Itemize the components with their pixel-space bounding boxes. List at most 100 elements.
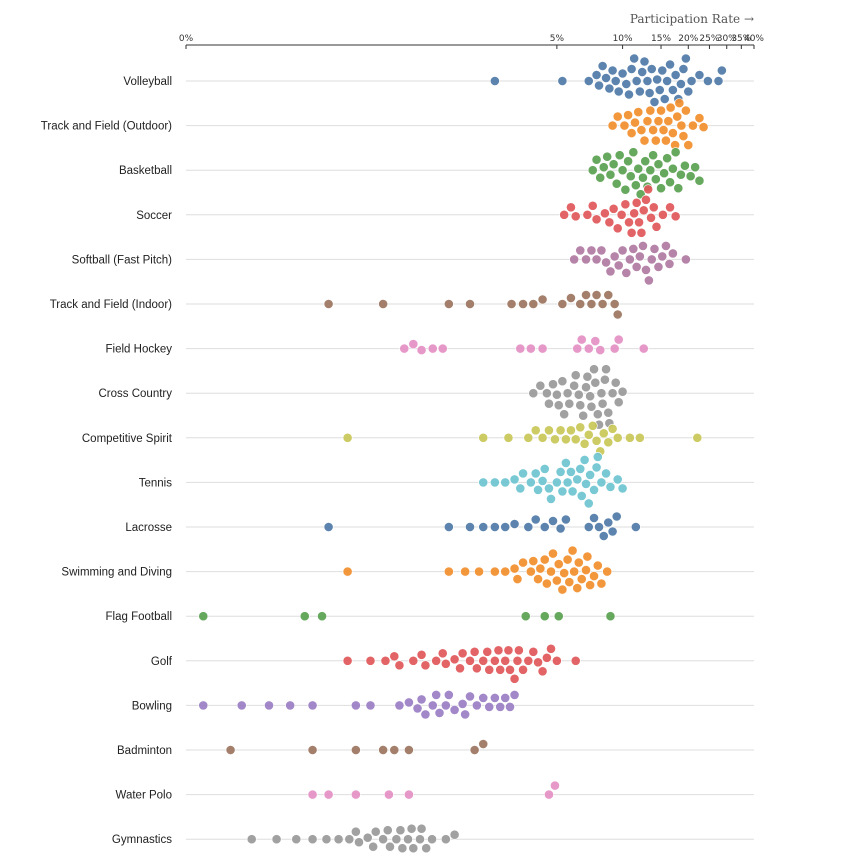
data-point[interactable]: [539, 463, 550, 474]
data-point[interactable]: [582, 551, 593, 562]
data-point[interactable]: [595, 345, 606, 355]
data-point[interactable]: [246, 834, 257, 845]
data-point[interactable]: [643, 184, 654, 195]
data-point[interactable]: [537, 475, 548, 486]
data-point[interactable]: [457, 699, 468, 709]
data-point[interactable]: [624, 254, 635, 265]
data-point[interactable]: [431, 655, 442, 666]
data-point[interactable]: [378, 745, 389, 755]
data-point[interactable]: [638, 172, 648, 183]
data-point[interactable]: [646, 64, 657, 74]
data-point[interactable]: [595, 172, 606, 183]
data-point[interactable]: [365, 655, 376, 666]
data-point[interactable]: [404, 789, 414, 800]
data-point[interactable]: [640, 156, 651, 167]
data-point[interactable]: [624, 217, 634, 228]
data-point[interactable]: [370, 826, 381, 837]
data-point[interactable]: [603, 437, 614, 448]
data-point[interactable]: [509, 474, 520, 485]
data-point[interactable]: [518, 468, 528, 479]
data-point[interactable]: [694, 70, 705, 80]
data-point[interactable]: [406, 823, 417, 834]
data-point[interactable]: [551, 655, 562, 666]
data-point[interactable]: [551, 389, 562, 400]
data-point[interactable]: [670, 211, 681, 222]
data-point[interactable]: [440, 834, 451, 845]
data-point[interactable]: [509, 690, 520, 700]
data-point[interactable]: [581, 478, 591, 489]
data-point[interactable]: [570, 434, 581, 445]
data-point[interactable]: [449, 829, 460, 840]
data-point[interactable]: [572, 343, 583, 354]
data-point[interactable]: [465, 299, 475, 309]
data-point[interactable]: [528, 646, 539, 657]
data-point[interactable]: [539, 522, 550, 532]
data-point[interactable]: [537, 432, 548, 443]
data-point[interactable]: [460, 709, 471, 720]
data-point[interactable]: [664, 258, 675, 269]
data-point[interactable]: [575, 299, 586, 309]
data-point[interactable]: [674, 98, 685, 108]
data-point[interactable]: [607, 526, 618, 537]
data-point[interactable]: [613, 86, 624, 97]
data-point[interactable]: [608, 159, 619, 170]
data-point[interactable]: [416, 649, 427, 660]
data-point[interactable]: [539, 611, 550, 622]
data-point[interactable]: [537, 666, 548, 677]
data-point[interactable]: [544, 398, 554, 409]
data-point[interactable]: [469, 745, 480, 755]
data-point[interactable]: [579, 454, 590, 465]
data-point[interactable]: [659, 168, 670, 179]
data-point[interactable]: [561, 434, 571, 445]
data-point[interactable]: [611, 511, 622, 522]
data-point[interactable]: [271, 834, 282, 845]
data-point[interactable]: [471, 700, 482, 711]
data-point[interactable]: [692, 432, 703, 443]
data-point[interactable]: [575, 463, 586, 474]
data-point[interactable]: [583, 343, 594, 354]
data-point[interactable]: [585, 469, 596, 480]
data-point[interactable]: [391, 834, 402, 845]
data-point[interactable]: [582, 209, 593, 220]
data-point[interactable]: [515, 483, 526, 494]
data-point[interactable]: [591, 290, 602, 300]
data-point[interactable]: [427, 834, 437, 845]
data-point[interactable]: [533, 657, 543, 668]
data-point[interactable]: [440, 658, 451, 669]
data-point[interactable]: [665, 59, 675, 70]
data-point[interactable]: [617, 386, 628, 397]
data-point[interactable]: [607, 423, 618, 434]
data-point[interactable]: [601, 468, 611, 479]
data-point[interactable]: [605, 611, 616, 622]
data-point[interactable]: [566, 466, 576, 477]
data-point[interactable]: [434, 708, 445, 718]
data-point[interactable]: [559, 568, 570, 578]
data-point[interactable]: [299, 611, 310, 622]
data-point[interactable]: [617, 483, 628, 494]
data-point[interactable]: [555, 425, 566, 436]
data-point[interactable]: [591, 462, 602, 473]
data-point[interactable]: [612, 474, 623, 485]
data-point[interactable]: [561, 514, 571, 525]
data-point[interactable]: [614, 150, 625, 161]
data-point[interactable]: [641, 264, 651, 275]
data-point[interactable]: [573, 557, 584, 568]
data-point[interactable]: [569, 380, 580, 391]
data-point[interactable]: [613, 260, 624, 271]
data-point[interactable]: [650, 174, 661, 185]
data-point[interactable]: [612, 111, 623, 122]
data-point[interactable]: [604, 217, 615, 228]
data-point[interactable]: [495, 664, 506, 675]
data-point[interactable]: [323, 299, 334, 309]
data-point[interactable]: [455, 663, 465, 674]
data-point[interactable]: [609, 251, 620, 262]
data-point[interactable]: [548, 516, 558, 526]
data-point[interactable]: [564, 577, 575, 587]
data-point[interactable]: [570, 655, 581, 666]
data-point[interactable]: [478, 739, 489, 749]
data-point[interactable]: [676, 120, 687, 131]
data-point[interactable]: [546, 493, 556, 504]
data-point[interactable]: [512, 655, 523, 666]
data-point[interactable]: [590, 336, 601, 346]
data-point[interactable]: [583, 429, 594, 440]
